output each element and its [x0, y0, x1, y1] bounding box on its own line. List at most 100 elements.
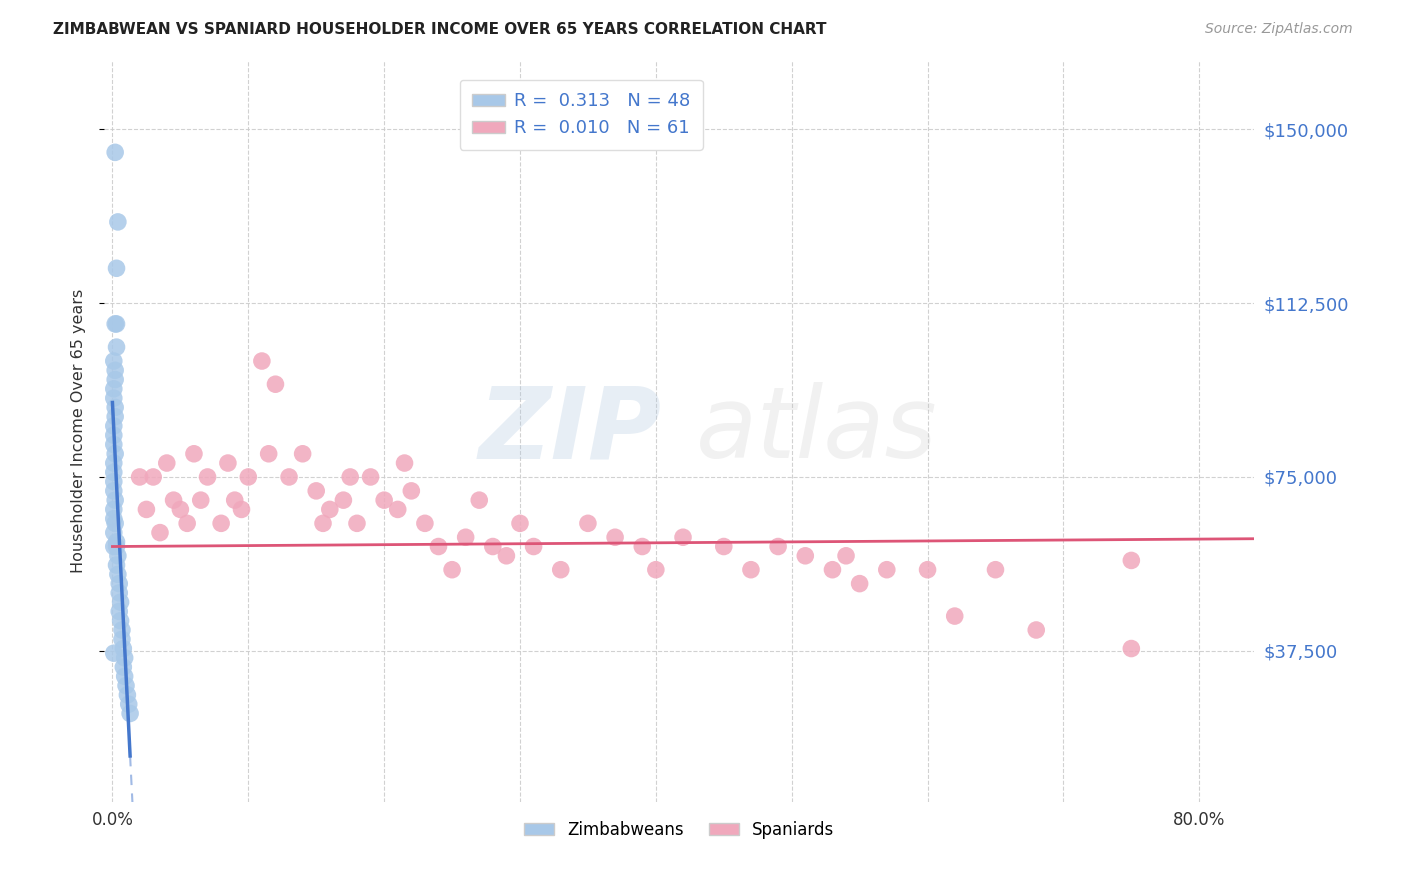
Point [114, 669, 136, 683]
Point [305, 483, 328, 498]
Point [523, 540, 546, 554]
Point [104, 145, 127, 160]
Point [713, 540, 735, 554]
Point [103, 483, 125, 498]
Point [339, 470, 361, 484]
Point [821, 563, 844, 577]
Point [103, 382, 125, 396]
Point [128, 470, 150, 484]
Point [943, 609, 966, 624]
Point [509, 516, 531, 531]
Point [360, 470, 382, 484]
Point [103, 646, 125, 660]
Point [103, 391, 125, 405]
Point [387, 502, 409, 516]
Point [112, 660, 135, 674]
Point [332, 493, 354, 508]
Point [103, 502, 125, 516]
Point [169, 502, 191, 516]
Point [917, 563, 939, 577]
Point [110, 595, 132, 609]
Point [107, 549, 129, 563]
Point [104, 373, 127, 387]
Y-axis label: Householder Income Over 65 years: Householder Income Over 65 years [72, 288, 86, 573]
Text: ZIMBABWEAN VS SPANIARD HOUSEHOLDER INCOME OVER 65 YEARS CORRELATION CHART: ZIMBABWEAN VS SPANIARD HOUSEHOLDER INCOM… [53, 22, 827, 37]
Point [835, 549, 858, 563]
Point [264, 377, 287, 392]
Text: atlas: atlas [696, 382, 938, 479]
Point [482, 540, 505, 554]
Point [103, 354, 125, 368]
Point [984, 563, 1007, 577]
Point [495, 549, 517, 563]
Point [110, 614, 132, 628]
Point [103, 475, 125, 489]
Point [105, 558, 128, 572]
Point [468, 493, 491, 508]
Point [104, 493, 127, 508]
Point [672, 530, 695, 544]
Point [120, 706, 142, 721]
Point [104, 409, 127, 424]
Point [105, 540, 128, 554]
Point [156, 456, 179, 470]
Point [278, 470, 301, 484]
Point [183, 447, 205, 461]
Point [108, 586, 131, 600]
Point [1025, 623, 1047, 637]
Point [114, 650, 136, 665]
Point [107, 567, 129, 582]
Point [105, 340, 128, 354]
Point [118, 697, 141, 711]
Point [104, 447, 127, 461]
Point [257, 447, 280, 461]
Point [103, 540, 125, 554]
Point [108, 576, 131, 591]
Point [413, 516, 436, 531]
Point [103, 419, 125, 434]
Point [107, 215, 129, 229]
Text: Source: ZipAtlas.com: Source: ZipAtlas.com [1205, 22, 1353, 37]
Point [231, 502, 253, 516]
Point [103, 428, 125, 442]
Point [112, 641, 135, 656]
Point [441, 563, 464, 577]
Point [142, 470, 165, 484]
Point [644, 563, 666, 577]
Point [197, 470, 219, 484]
Point [550, 563, 572, 577]
Point [394, 456, 416, 470]
Legend: Zimbabweans, Spaniards: Zimbabweans, Spaniards [517, 814, 841, 846]
Point [603, 530, 626, 544]
Point [162, 493, 184, 508]
Point [217, 456, 239, 470]
Point [104, 317, 127, 331]
Point [111, 632, 134, 647]
Point [401, 483, 423, 498]
Point [103, 466, 125, 480]
Point [250, 354, 273, 368]
Point [224, 493, 246, 508]
Point [454, 530, 477, 544]
Point [1121, 641, 1143, 656]
Point [319, 502, 342, 516]
Point [427, 540, 450, 554]
Point [373, 493, 395, 508]
Point [766, 540, 789, 554]
Point [103, 456, 125, 470]
Point [103, 511, 125, 525]
Point [108, 604, 131, 618]
Point [1121, 553, 1143, 567]
Point [176, 516, 198, 531]
Point [238, 470, 260, 484]
Point [104, 516, 127, 531]
Point [104, 363, 127, 377]
Point [105, 534, 128, 549]
Text: ZIP: ZIP [478, 382, 662, 479]
Point [117, 688, 139, 702]
Point [209, 516, 232, 531]
Point [740, 563, 762, 577]
Point [312, 516, 335, 531]
Point [111, 623, 134, 637]
Point [848, 576, 870, 591]
